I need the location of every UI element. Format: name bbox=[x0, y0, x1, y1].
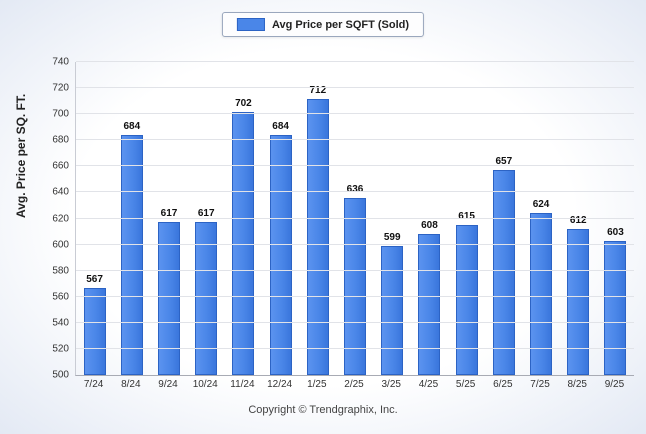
bar-group: 657 bbox=[485, 62, 522, 375]
bar-value-label: 617 bbox=[160, 208, 178, 220]
y-tick-label: 660 bbox=[52, 160, 69, 172]
bar-value-label: 603 bbox=[607, 226, 624, 238]
bar-value-label: 617 bbox=[197, 208, 215, 220]
bar bbox=[455, 225, 478, 375]
x-tick-label: 4/25 bbox=[418, 379, 439, 390]
bar-group: 617 bbox=[150, 62, 187, 375]
bar-value-label: 702 bbox=[235, 97, 252, 109]
bar bbox=[83, 287, 106, 375]
bar-value-label: 636 bbox=[346, 183, 364, 195]
bar-group: 617 bbox=[188, 62, 225, 375]
gridline bbox=[76, 113, 634, 115]
x-tick-label: 2/25 bbox=[344, 379, 364, 390]
gridline bbox=[76, 87, 634, 89]
y-axis-title: Avg. Price per SQ. FT. bbox=[14, 93, 28, 218]
plot-area: 567 684 617 617 702 684 712 636 599 608 615 657 624 6… bbox=[52, 57, 634, 381]
y-tick-label: 520 bbox=[52, 343, 69, 355]
bar bbox=[158, 222, 180, 375]
bar bbox=[195, 222, 218, 375]
legend-swatch-icon bbox=[236, 18, 265, 31]
x-tick-label: 11/24 bbox=[230, 379, 255, 390]
y-tick-label: 740 bbox=[52, 56, 69, 68]
bar-group: 599 bbox=[374, 62, 411, 375]
x-tick-label: 3/25 bbox=[381, 379, 401, 390]
gridline bbox=[76, 217, 634, 219]
bar-value-label: 684 bbox=[272, 121, 289, 133]
gridline bbox=[76, 139, 634, 141]
bar-group: 603 bbox=[597, 62, 634, 375]
x-tick-label: 8/24 bbox=[121, 379, 141, 390]
bar-group: 612 bbox=[560, 62, 597, 375]
bar-group: 684 bbox=[262, 62, 299, 375]
y-tick-label: 640 bbox=[52, 186, 69, 198]
bar-group: 567 bbox=[76, 62, 113, 375]
gridline bbox=[76, 165, 634, 167]
x-tick-label: 7/24 bbox=[83, 379, 104, 390]
bar bbox=[269, 135, 292, 375]
gridline bbox=[76, 347, 634, 349]
y-tick-label: 560 bbox=[52, 291, 69, 303]
bar-group: 702 bbox=[225, 62, 262, 375]
bar-value-label: 615 bbox=[458, 211, 475, 222]
y-tick-label: 620 bbox=[52, 213, 69, 224]
bar-value-label: 608 bbox=[421, 220, 438, 232]
bar-group: 712 bbox=[299, 62, 336, 375]
bar-group: 615 bbox=[448, 62, 485, 375]
bar bbox=[120, 135, 143, 375]
bar-group: 636 bbox=[336, 62, 373, 375]
bar-group: 624 bbox=[522, 62, 559, 375]
gridline bbox=[76, 191, 634, 193]
bar bbox=[381, 245, 404, 375]
bar-value-label: 612 bbox=[569, 214, 587, 226]
y-tick-label: 600 bbox=[52, 239, 69, 251]
bar bbox=[344, 197, 367, 375]
y-tick-label: 700 bbox=[52, 108, 69, 120]
gridline bbox=[76, 295, 634, 297]
bar bbox=[492, 170, 515, 375]
gridline bbox=[76, 61, 634, 62]
legend-label: Avg Price per SQFT (Sold) bbox=[271, 18, 410, 31]
gridline bbox=[76, 269, 634, 271]
x-axis: 7/24 8/24 9/24 10/24 11/24 12/24 1/25 2/25 3/25 4… bbox=[75, 379, 633, 390]
x-tick-label: 10/24 bbox=[192, 379, 218, 390]
bar-value-label: 624 bbox=[532, 199, 550, 211]
bar bbox=[567, 228, 590, 375]
bar-value-label: 684 bbox=[123, 121, 141, 133]
bar bbox=[530, 213, 553, 375]
x-tick-label: 1/25 bbox=[307, 379, 327, 390]
y-tick-label: 500 bbox=[52, 369, 69, 381]
bar bbox=[418, 234, 441, 375]
gridline bbox=[76, 321, 634, 323]
x-tick-label: 9/24 bbox=[158, 379, 178, 390]
legend: Avg Price per SQFT (Sold) bbox=[221, 12, 425, 37]
y-tick-label: 580 bbox=[52, 265, 69, 277]
x-tick-label: 6/25 bbox=[493, 379, 513, 390]
bar-series: 567 684 617 617 702 684 712 636 599 608 615 657 624 6… bbox=[76, 62, 634, 375]
x-tick-label: 7/25 bbox=[530, 379, 550, 390]
bar bbox=[306, 98, 329, 375]
bar bbox=[604, 240, 627, 375]
x-tick-label: 12/24 bbox=[267, 379, 293, 390]
bar-value-label: 657 bbox=[495, 156, 513, 168]
y-tick-label: 720 bbox=[52, 82, 69, 94]
bar-value-label: 712 bbox=[309, 84, 327, 96]
gridline bbox=[76, 243, 634, 245]
x-tick-label: 8/25 bbox=[567, 379, 587, 390]
bar-value-label: 567 bbox=[86, 273, 103, 285]
bar bbox=[232, 111, 255, 375]
y-tick-label: 680 bbox=[52, 134, 69, 146]
x-tick-label: 5/25 bbox=[455, 379, 476, 390]
y-tick-label: 540 bbox=[52, 317, 69, 329]
copyright: Copyright © Trendgraphix, Inc. bbox=[248, 404, 398, 416]
bar-group: 608 bbox=[411, 62, 448, 375]
x-tick-label: 9/25 bbox=[604, 379, 625, 390]
bar-value-label: 599 bbox=[383, 231, 401, 243]
bar-group: 684 bbox=[113, 62, 150, 375]
